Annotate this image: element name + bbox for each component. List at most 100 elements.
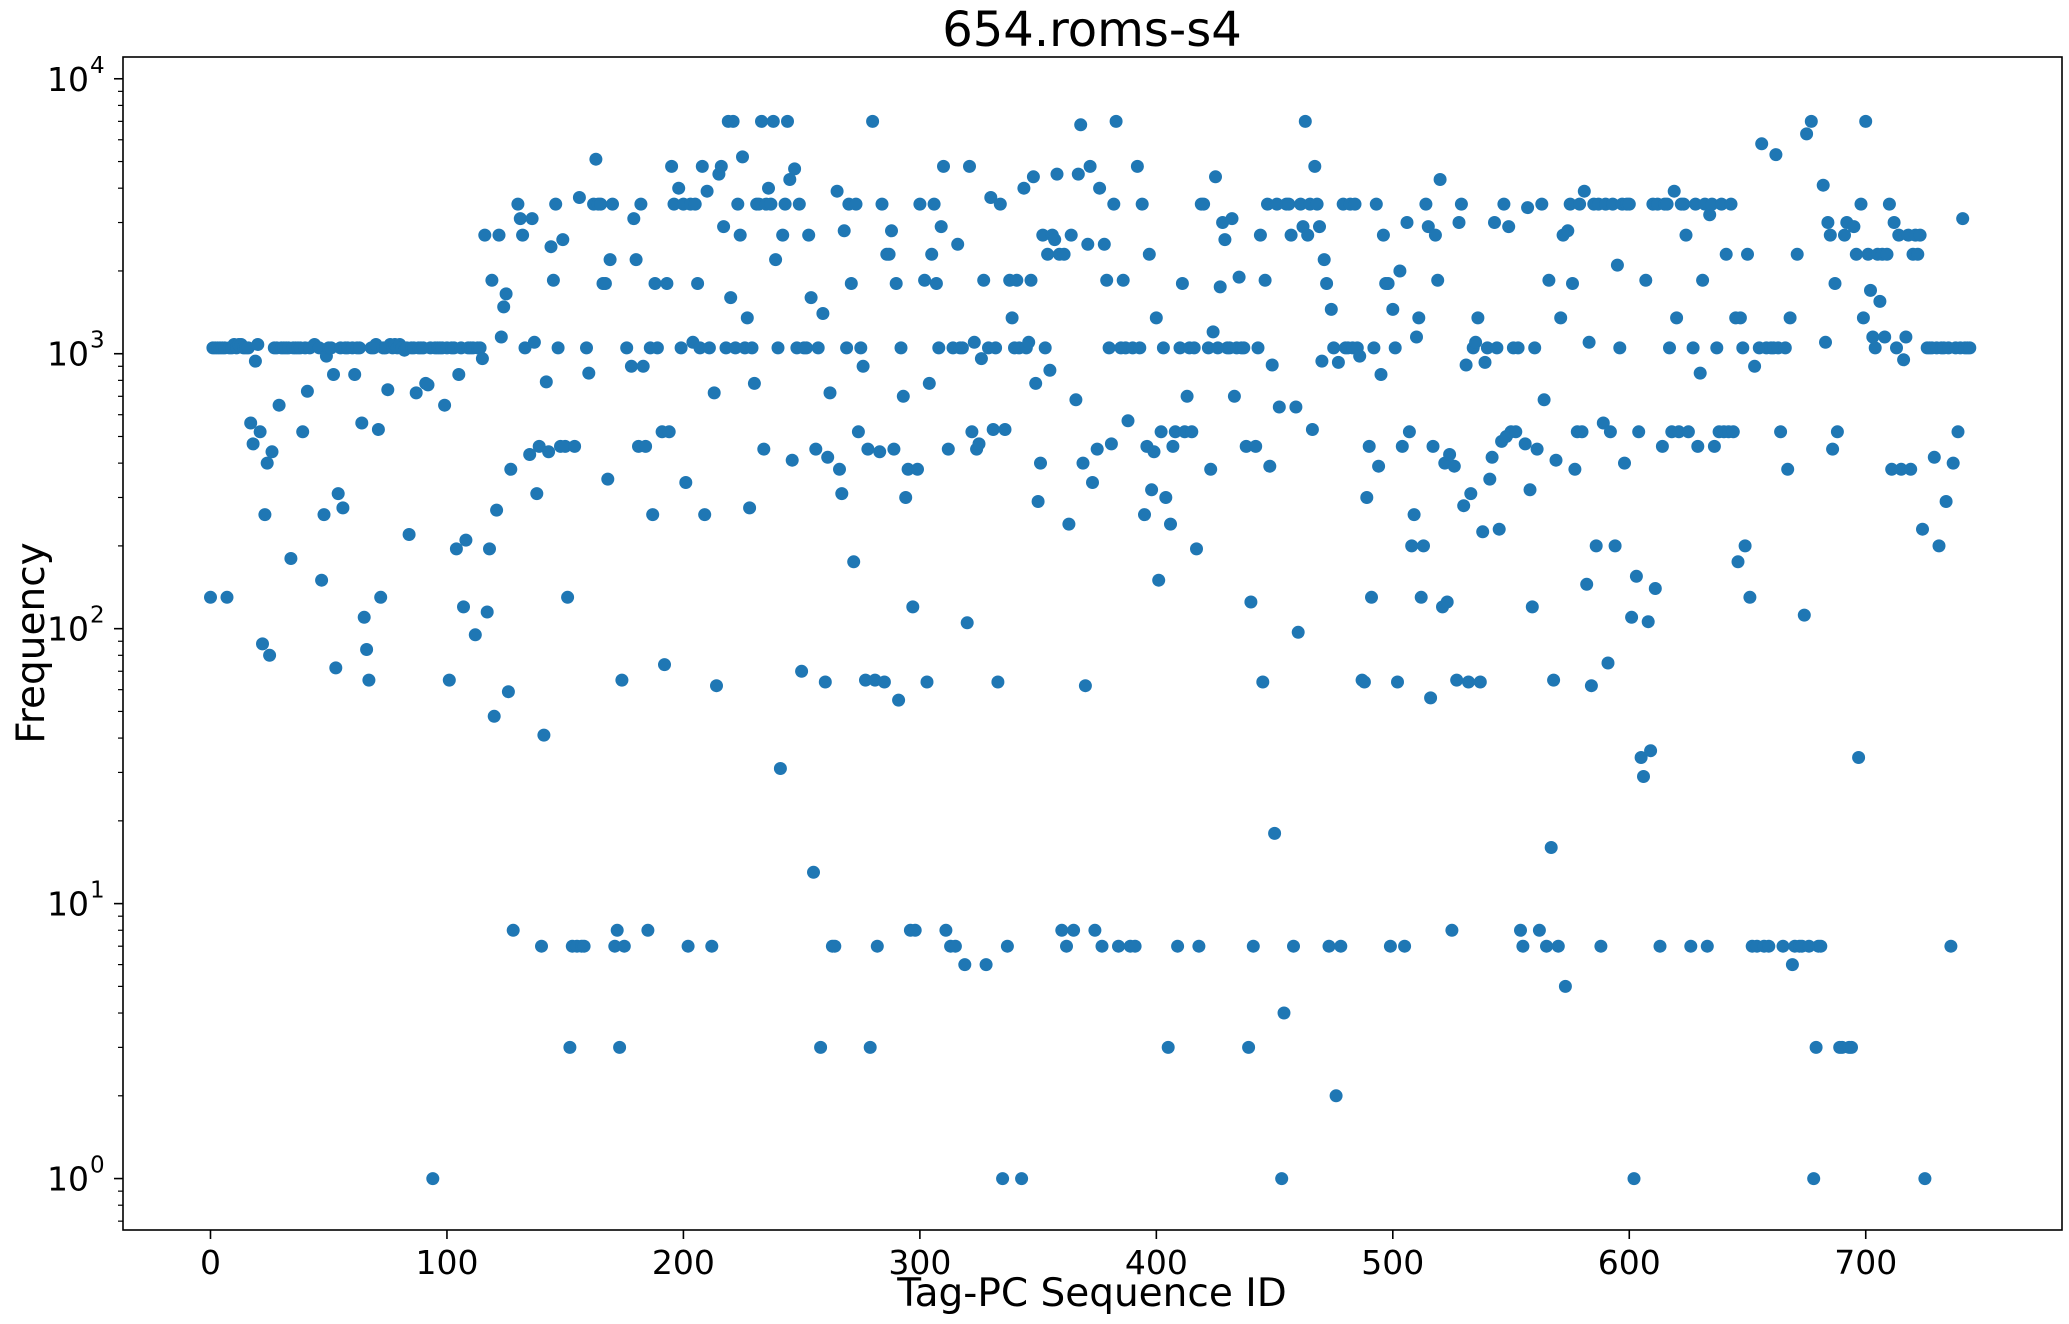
data-point (539, 375, 553, 389)
data-point (816, 307, 830, 320)
data-point (1679, 228, 1693, 242)
data-point (1175, 277, 1189, 290)
data-point (1419, 197, 1433, 211)
data-point (1121, 414, 1135, 428)
data-point (1816, 178, 1830, 192)
data-point (1819, 335, 1832, 349)
data-point (1041, 247, 1055, 261)
data-point (1180, 389, 1194, 403)
data-point (1478, 355, 1492, 369)
data-point (1445, 923, 1459, 937)
data-point (1386, 302, 1400, 316)
data-point (1135, 197, 1149, 211)
data-point (1878, 330, 1892, 344)
data-point (755, 114, 768, 128)
data-point (1523, 483, 1537, 497)
x-tick-label: 700 (1834, 1243, 1897, 1282)
data-point (629, 253, 643, 267)
data-point (1190, 542, 1203, 556)
data-point (542, 445, 556, 459)
data-point (1563, 197, 1577, 211)
data-point (894, 341, 908, 355)
data-point (1804, 114, 1818, 128)
data-point (1476, 525, 1490, 539)
data-point (353, 341, 366, 355)
data-point (1890, 341, 1903, 355)
data-point (1407, 508, 1421, 522)
data-point (1263, 459, 1277, 473)
data-point (331, 487, 345, 501)
data-point (530, 487, 544, 501)
data-point (1778, 341, 1792, 355)
data-point (1315, 354, 1329, 368)
data-point (1963, 341, 1977, 355)
data-point (1547, 673, 1561, 687)
data-point (714, 159, 728, 173)
data-point (849, 197, 863, 211)
data-point (1471, 311, 1485, 325)
data-point (847, 555, 861, 569)
data-point (1282, 197, 1296, 211)
data-point (783, 173, 797, 186)
data-point (792, 197, 806, 211)
data-point (1034, 456, 1047, 470)
data-point (851, 425, 865, 439)
data-point (1251, 341, 1265, 355)
data-point (459, 533, 473, 547)
data-point (1133, 341, 1147, 355)
data-point (251, 338, 265, 351)
data-point (1369, 197, 1383, 211)
data-point (1173, 341, 1187, 355)
data-point (1317, 253, 1331, 267)
data-point (1736, 341, 1750, 355)
data-point (691, 277, 705, 290)
data-point (963, 159, 976, 173)
data-point (324, 341, 338, 355)
data-point (1696, 273, 1710, 287)
x-tick-label: 600 (1598, 1243, 1661, 1282)
data-point (1161, 1040, 1175, 1054)
data-point (1237, 341, 1251, 355)
data-point (998, 423, 1012, 436)
data-point (1800, 127, 1814, 141)
data-point (296, 425, 310, 439)
y-tick-label: 10 (47, 610, 89, 649)
data-point (452, 368, 466, 381)
data-point (1017, 181, 1031, 195)
data-point (667, 197, 681, 211)
data-point (937, 159, 950, 173)
data-point (1022, 335, 1036, 349)
data-point (811, 341, 825, 355)
data-point (648, 277, 662, 290)
data-point (1809, 1040, 1823, 1054)
data-point (1885, 462, 1899, 476)
data-point (1596, 416, 1610, 430)
data-point (1641, 615, 1655, 629)
data-point (1667, 184, 1681, 198)
data-point (594, 197, 608, 211)
x-tick-label: 0 (200, 1243, 221, 1282)
data-point (438, 398, 452, 412)
data-point (1542, 273, 1556, 287)
data-point (610, 923, 624, 937)
data-point (1540, 939, 1553, 953)
data-point (478, 228, 492, 242)
data-point (802, 228, 816, 242)
data-point (804, 291, 818, 305)
data-point (934, 220, 948, 234)
data-point (1410, 330, 1423, 344)
data-point (244, 416, 258, 430)
data-point (1613, 341, 1627, 355)
y-minor-ticks (118, 90, 123, 1222)
data-point (1707, 439, 1721, 453)
data-point (556, 233, 570, 247)
data-point (1412, 311, 1426, 325)
data-point (866, 114, 880, 128)
data-point (1516, 939, 1530, 953)
data-point (1331, 355, 1345, 369)
data-point (1320, 277, 1334, 290)
data-point (253, 425, 267, 439)
data-point (1509, 425, 1523, 439)
data-point (925, 247, 939, 261)
data-point (1244, 595, 1258, 609)
